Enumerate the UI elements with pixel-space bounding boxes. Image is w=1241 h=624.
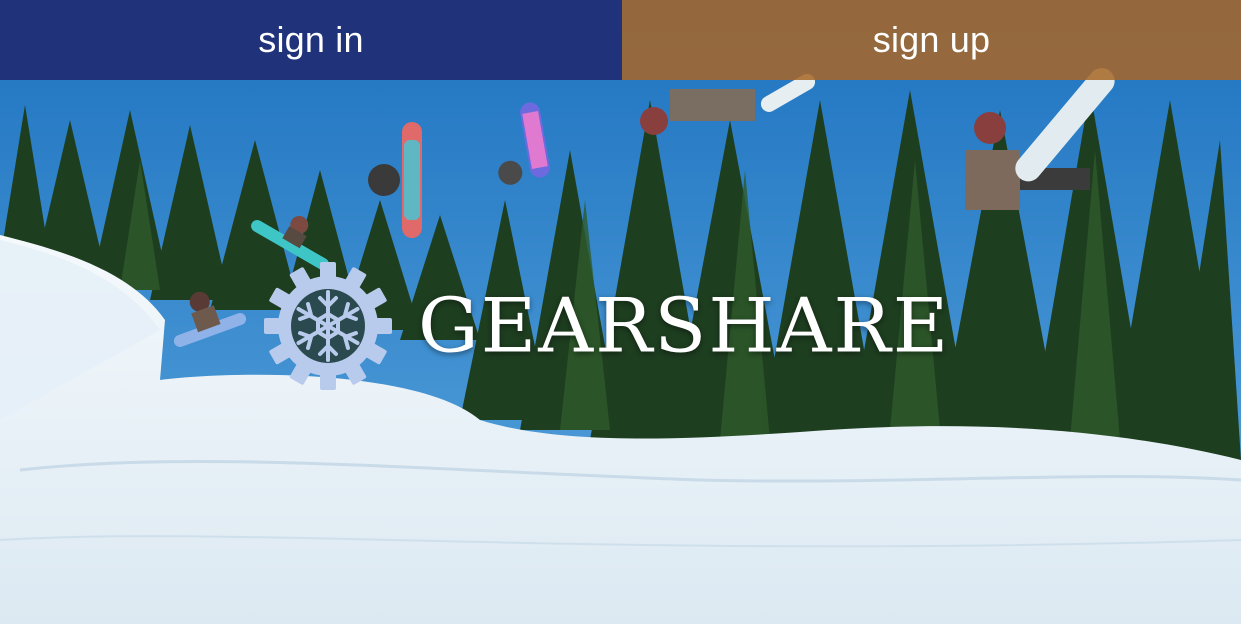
brand-name: GEARSHARE <box>418 281 951 370</box>
sign-up-label: sign up <box>872 19 991 60</box>
top-navigation: sign in sign up <box>0 0 1241 80</box>
gear-snowflake-icon <box>264 262 392 390</box>
forest-highlights <box>120 150 1120 440</box>
sign-in-label: sign in <box>258 19 364 60</box>
snowboarder-sequence <box>173 68 1115 347</box>
sign-up-button[interactable]: sign up <box>622 0 1241 80</box>
brand-logo: GEARSHARE <box>264 262 950 390</box>
snow-slope <box>0 235 1241 624</box>
sign-in-button[interactable]: sign in <box>0 0 622 80</box>
